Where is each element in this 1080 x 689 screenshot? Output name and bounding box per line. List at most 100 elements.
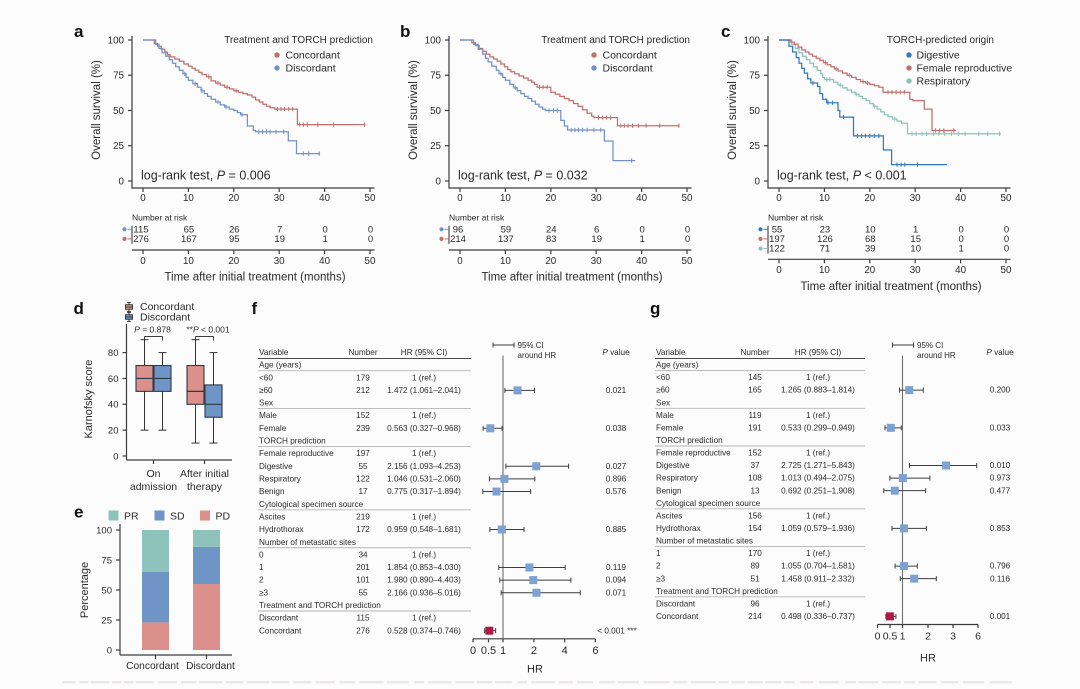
svg-text:0: 0	[368, 224, 373, 235]
svg-text:Concordant: Concordant	[603, 50, 657, 62]
svg-text:0: 0	[1004, 224, 1009, 235]
svg-text:152: 152	[748, 449, 762, 458]
svg-text:On: On	[146, 468, 160, 480]
svg-text:25: 25	[430, 141, 441, 152]
svg-text:Percentage: Percentage	[79, 562, 91, 618]
svg-text:Discordant: Discordant	[140, 311, 190, 323]
svg-text:Hydrothorax: Hydrothorax	[656, 524, 701, 533]
svg-text:Hydrothorax: Hydrothorax	[259, 525, 304, 534]
svg-text:Number of metastatic sites: Number of metastatic sites	[656, 537, 753, 546]
svg-text:10: 10	[500, 193, 511, 204]
svg-text:55: 55	[358, 462, 368, 471]
svg-text:60: 60	[108, 374, 119, 385]
svg-text:100: 100	[425, 35, 442, 46]
svg-text:0.973: 0.973	[990, 474, 1011, 483]
svg-text:PR: PR	[124, 511, 139, 523]
svg-text:30: 30	[591, 256, 602, 267]
svg-text:a: a	[74, 22, 84, 41]
svg-text:Digestive: Digestive	[656, 461, 690, 470]
svg-text:0: 0	[1004, 234, 1009, 245]
svg-text:10: 10	[500, 256, 511, 267]
svg-text:212: 212	[356, 386, 370, 395]
svg-text:Sex: Sex	[656, 398, 670, 407]
svg-text:170: 170	[748, 549, 762, 558]
svg-text:around HR: around HR	[518, 351, 557, 360]
svg-text:23: 23	[820, 224, 831, 235]
svg-text:40: 40	[955, 265, 966, 276]
svg-text:0: 0	[470, 645, 476, 657]
svg-text:1.013 (0.494–2.075): 1.013 (0.494–2.075)	[781, 474, 855, 483]
svg-text:0: 0	[685, 234, 690, 245]
svg-text:119: 119	[748, 411, 761, 420]
svg-text:Concordant: Concordant	[259, 626, 302, 635]
svg-text:≥3: ≥3	[259, 588, 268, 597]
svg-text:100: 100	[108, 35, 125, 46]
svg-text:50: 50	[682, 256, 693, 267]
svg-text:≥60: ≥60	[656, 386, 670, 395]
svg-text:1 (ref.): 1 (ref.)	[412, 411, 436, 420]
svg-text:100: 100	[96, 525, 112, 536]
svg-text:SD: SD	[170, 511, 185, 523]
svg-text:Number at risk: Number at risk	[449, 213, 505, 223]
svg-text:Cytological specimen source: Cytological specimen source	[259, 500, 364, 509]
svg-text:80: 80	[108, 348, 119, 359]
svg-text:0.576: 0.576	[606, 487, 627, 496]
svg-text:68: 68	[865, 234, 876, 245]
svg-text:Discordant: Discordant	[259, 614, 299, 623]
svg-text:1 (ref.): 1 (ref.)	[806, 511, 830, 520]
svg-text:0.885: 0.885	[606, 525, 627, 534]
svg-text:39: 39	[865, 244, 876, 255]
svg-text:20: 20	[108, 425, 119, 436]
svg-text:50: 50	[682, 193, 693, 204]
svg-text:P = 0.878: P = 0.878	[134, 325, 171, 335]
svg-text:Age (years): Age (years)	[656, 361, 699, 370]
svg-text:log-rank test, P < 0.001: log-rank test, P < 0.001	[777, 169, 907, 183]
svg-text:101: 101	[356, 576, 370, 585]
svg-text:1.265 (0.883–1.814): 1.265 (0.883–1.814)	[781, 386, 855, 395]
svg-text:Overall survival (%): Overall survival (%)	[408, 60, 420, 160]
svg-text:0.033: 0.033	[990, 423, 1011, 432]
svg-text:Female reproductive: Female reproductive	[259, 449, 334, 458]
svg-text:g: g	[650, 299, 660, 318]
svg-text:Benign: Benign	[656, 486, 682, 495]
svg-text:122: 122	[769, 244, 785, 255]
svg-text:50: 50	[365, 256, 376, 267]
svg-text:20: 20	[864, 193, 875, 204]
svg-text:7: 7	[277, 224, 282, 235]
svg-text:50: 50	[749, 106, 760, 117]
svg-text:13: 13	[750, 486, 760, 495]
svg-text:Overall survival (%): Overall survival (%)	[91, 60, 103, 160]
svg-text:Treatment and TORCH prediction: Treatment and TORCH prediction	[224, 35, 373, 46]
svg-text:0.528 (0.374–0.746): 0.528 (0.374–0.746)	[387, 626, 461, 635]
svg-text:50: 50	[430, 106, 441, 117]
svg-text:10: 10	[183, 193, 194, 204]
svg-text:d: d	[74, 299, 84, 318]
svg-text:1: 1	[259, 563, 264, 572]
svg-text:115: 115	[356, 614, 369, 623]
svg-text:1 (ref.): 1 (ref.)	[806, 599, 830, 608]
svg-text:37: 37	[750, 461, 760, 470]
svg-text:214: 214	[450, 234, 466, 245]
svg-text:After initial: After initial	[180, 468, 229, 480]
svg-text:0.001: 0.001	[990, 612, 1011, 621]
svg-text:4: 4	[562, 645, 568, 657]
svg-text:1 (ref.): 1 (ref.)	[412, 550, 436, 559]
svg-text:Concordant: Concordant	[286, 50, 340, 62]
svg-text:83: 83	[546, 234, 557, 245]
svg-text:19: 19	[274, 234, 285, 245]
svg-text:0.116: 0.116	[990, 574, 1010, 583]
svg-text:0: 0	[776, 265, 782, 276]
svg-text:40: 40	[319, 193, 330, 204]
svg-text:30: 30	[591, 193, 602, 204]
svg-text:30: 30	[910, 193, 921, 204]
svg-text:75: 75	[430, 71, 441, 82]
svg-text:40: 40	[108, 400, 119, 411]
svg-text:P value: P value	[602, 348, 630, 357]
svg-text:HR: HR	[920, 653, 936, 665]
svg-text:40: 40	[636, 256, 647, 267]
svg-text:Time after initial treatment (: Time after initial treatment (months)	[800, 281, 981, 293]
svg-text:276: 276	[133, 234, 149, 245]
svg-text:0.200: 0.200	[990, 386, 1011, 395]
svg-text:1 (ref.): 1 (ref.)	[806, 373, 830, 382]
svg-text:**P < 0.001: **P < 0.001	[186, 325, 230, 335]
